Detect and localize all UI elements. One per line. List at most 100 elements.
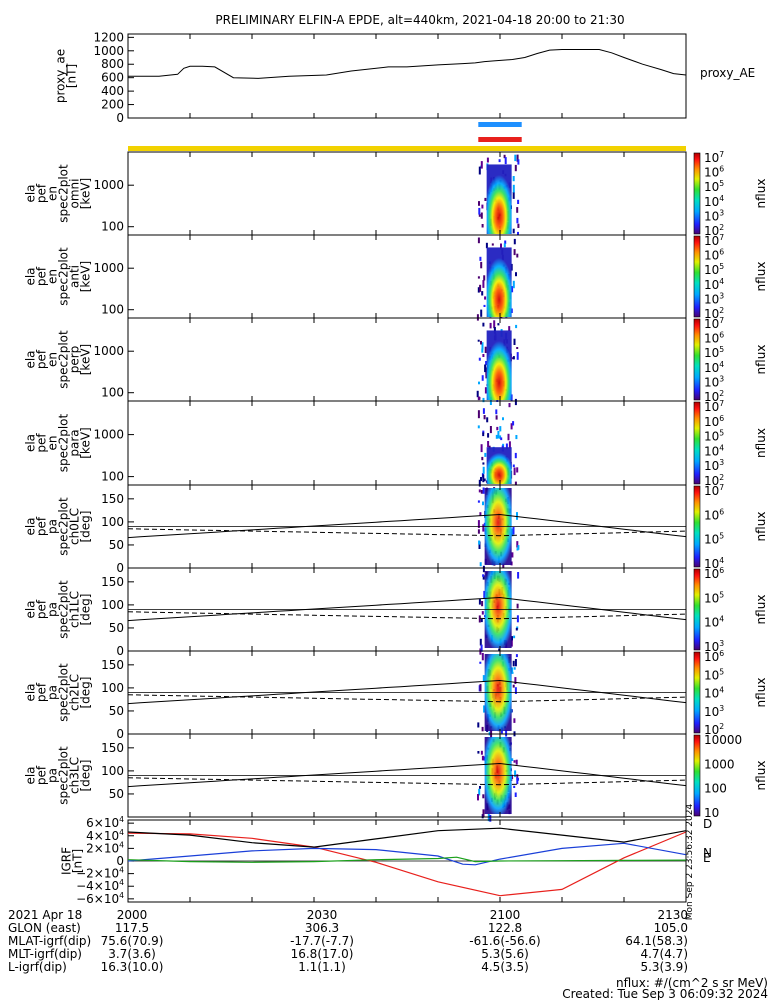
colorbar-tick-label: 104	[704, 443, 724, 458]
panel-frame	[127, 733, 687, 818]
colorbar-tick-label: 106	[704, 507, 724, 522]
speckle	[513, 238, 516, 245]
ylabel-line: pa	[46, 519, 60, 534]
speckle	[499, 435, 502, 439]
ylabel-line: ela	[24, 267, 38, 285]
panel-frame	[127, 317, 687, 402]
ylabel-line: pef	[35, 183, 49, 203]
speckle	[483, 275, 486, 281]
loss-cone-line	[127, 596, 687, 622]
footer-row-label: GLON (east)	[8, 921, 81, 935]
speckle	[484, 364, 487, 373]
colorbar-tick-label: 103	[704, 704, 724, 719]
igrf-legend-e: E	[703, 851, 711, 865]
colorbar-tick-label: 105	[704, 345, 724, 360]
speckle	[511, 671, 514, 674]
speckle	[512, 176, 515, 182]
speckle	[512, 660, 515, 667]
speckle	[482, 675, 485, 682]
speckle	[511, 528, 514, 537]
ytick-label: 50	[109, 621, 124, 635]
ylabel-line: ch2LC	[68, 674, 82, 711]
speckle	[482, 466, 485, 474]
footer-value: 105.0	[654, 921, 688, 935]
ytick-label: 0	[116, 727, 124, 741]
speckle	[479, 512, 482, 516]
colorbar-tick-label: 102	[704, 223, 724, 238]
speckle	[514, 164, 517, 172]
footer-value: 4.7(4.7)	[640, 947, 688, 961]
colorbar-tick-label: 103	[704, 208, 724, 223]
ylabel-line: [deg]	[79, 511, 93, 543]
ytick-label: 1000	[93, 178, 124, 192]
colorbar-label: nflux	[754, 512, 768, 542]
colorbar-tick-label: 104	[704, 360, 724, 375]
energy-panel-3: 1000100elapefenspec2plotpara[keV]1071061…	[24, 399, 769, 488]
speckle	[512, 192, 515, 199]
igrf-ytick-label: 4×104	[86, 828, 124, 843]
speckle	[477, 287, 480, 293]
ylabel-line: [keV]	[79, 178, 93, 209]
speckle	[514, 792, 517, 797]
speckle	[511, 667, 514, 673]
speckle	[476, 390, 479, 398]
speckle	[508, 403, 511, 408]
speckle	[516, 352, 519, 360]
ylabel-line: proxy_ae	[54, 49, 68, 103]
speckle	[516, 154, 519, 162]
speckle	[483, 756, 486, 761]
ytick-label: 50	[109, 538, 124, 552]
speckle	[499, 426, 502, 432]
ylabel-line: perp	[68, 346, 82, 374]
speckle	[516, 207, 519, 213]
speckle	[478, 201, 480, 206]
speckle	[489, 322, 492, 329]
footer-value: 2100	[490, 908, 521, 922]
speckle	[513, 785, 516, 788]
igrf-n-line	[127, 842, 687, 866]
ae-ytick-label: 600	[101, 71, 124, 85]
footer-value: -17.7(-7.7)	[290, 934, 354, 948]
speckle	[512, 228, 515, 234]
speckle	[478, 479, 481, 487]
colorbar-tick-label: 102	[704, 722, 724, 737]
speckle	[495, 415, 498, 420]
speckle	[516, 217, 519, 224]
colorbar	[693, 401, 701, 485]
ylabel-line: [deg]	[79, 677, 93, 709]
speckle	[489, 814, 492, 822]
speckle	[482, 408, 485, 414]
speckle	[478, 214, 481, 217]
speckle	[486, 157, 489, 163]
speckle	[479, 684, 482, 692]
speckle	[482, 574, 485, 577]
ylabel-line: pef	[35, 516, 49, 536]
colorbar-tick-label: 106	[704, 165, 724, 180]
colorbar-tick-label: 1000	[704, 757, 735, 771]
colorbar-tick-label: 10	[704, 806, 719, 820]
speckle	[481, 348, 484, 353]
footer-value: 3.7(3.6)	[108, 947, 156, 961]
speckle	[512, 527, 515, 535]
proxy-ae-series-label: proxy_AE	[700, 66, 755, 80]
speckle	[479, 661, 482, 664]
speckle	[481, 204, 484, 209]
speckle	[477, 751, 480, 754]
footer-value: 16.3(10.0)	[101, 960, 164, 974]
colorbar-tick-label: 106	[704, 649, 724, 664]
igrf-total-line	[127, 827, 687, 848]
colorbar-tick-label: 104	[704, 615, 724, 630]
speckle	[481, 653, 484, 661]
ytick-label: 100	[101, 386, 124, 400]
speckle	[481, 375, 484, 381]
speckle	[496, 426, 499, 431]
ylabel-line: ela	[24, 517, 38, 535]
footer-row-label: L-igrf(dip)	[8, 960, 67, 974]
ylabel-line: [deg]	[79, 760, 93, 792]
igrf-ytick-label: −2×104	[76, 866, 124, 881]
ytick-label: 1000	[93, 261, 124, 275]
speckle	[482, 501, 484, 506]
